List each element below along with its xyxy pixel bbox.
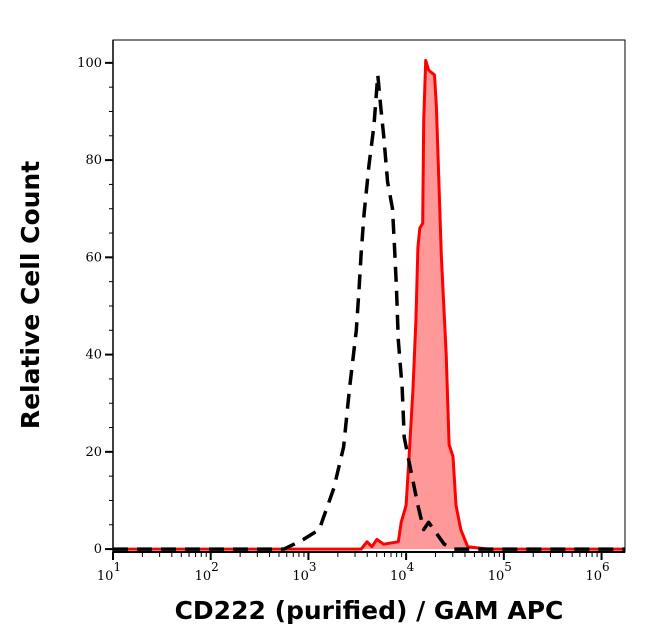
x-tick-base: 10 <box>292 569 309 584</box>
series-fill <box>113 60 625 550</box>
x-tick-label: 102 <box>195 560 219 584</box>
x-tick-base: 10 <box>390 569 407 584</box>
x-tick-base: 10 <box>195 569 212 584</box>
x-tick-label: 103 <box>292 560 316 584</box>
x-tick-exponent: 5 <box>504 560 512 574</box>
series-line-0 <box>113 73 625 551</box>
x-tick-exponent: 2 <box>211 560 219 574</box>
x-tick-exponent: 3 <box>309 560 317 574</box>
x-axis-title: CD222 (purified) / GAM APC <box>175 596 564 625</box>
y-tick-label: 0 <box>94 542 102 557</box>
x-tick-exponent: 1 <box>113 560 121 574</box>
y-tick-label: 60 <box>85 250 102 265</box>
x-tick-label: 104 <box>390 560 415 584</box>
x-tick-base: 10 <box>97 569 114 584</box>
y-tick-label: 40 <box>85 348 102 363</box>
y-axis-title: Relative Cell Count <box>16 161 45 429</box>
x-tick-label: 101 <box>97 560 121 584</box>
x-tick-label: 105 <box>488 560 512 584</box>
plot-frame <box>112 39 626 553</box>
y-tick-label: 80 <box>85 153 102 168</box>
y-tick-label: 100 <box>77 56 102 71</box>
x-tick-base: 10 <box>488 569 505 584</box>
x-tick-label: 106 <box>585 560 609 584</box>
x-tick-base: 10 <box>585 569 602 584</box>
x-tick-exponent: 6 <box>602 560 610 574</box>
series-line-1 <box>113 58 625 551</box>
y-tick-label: 20 <box>85 445 102 460</box>
y-axis-ticks: 0 20 40 60 80 100 <box>77 56 113 557</box>
series-layer <box>113 58 625 551</box>
x-tick-exponent: 4 <box>407 560 415 574</box>
